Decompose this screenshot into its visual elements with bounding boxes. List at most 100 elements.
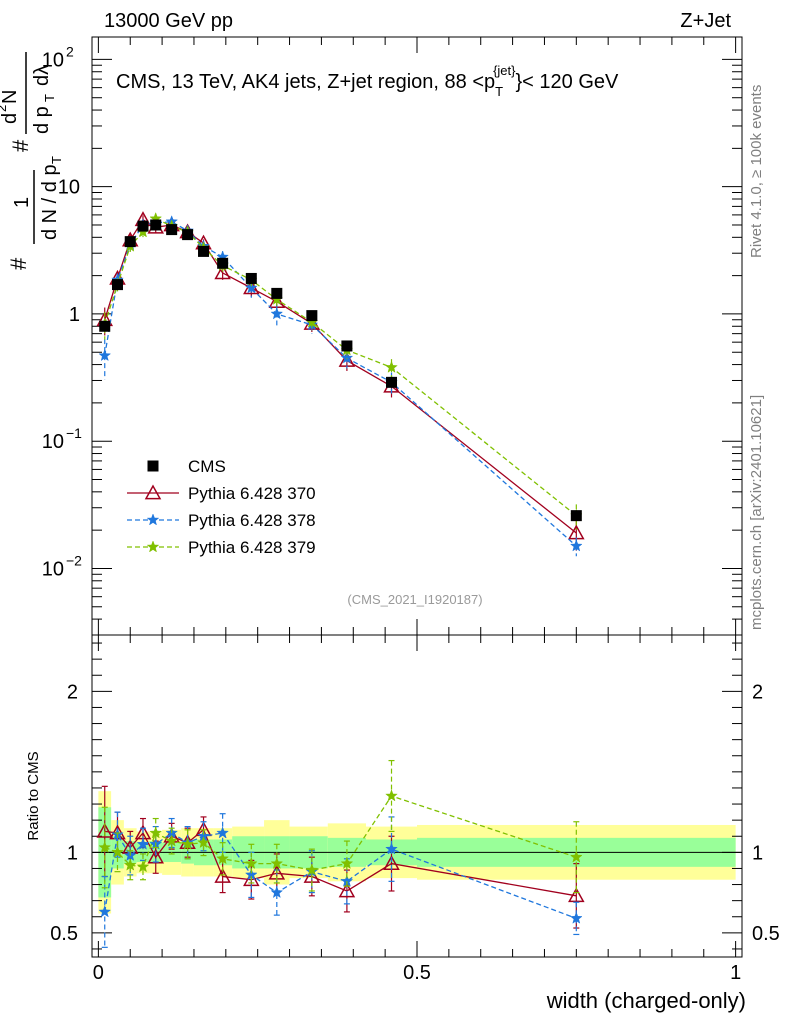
series-point-ratio — [214, 867, 231, 883]
y-tick-label-exp: 2 — [66, 43, 74, 59]
y-tick-label-ratio-right: 2 — [752, 681, 763, 703]
y-tick-label-ratio: 0.5 — [50, 923, 78, 945]
x-tick-label: 0.5 — [403, 962, 431, 984]
y-tick-label-main: 10 — [58, 177, 80, 199]
series-point-ratio — [338, 882, 356, 898]
y-tick-label-main: 1 — [69, 304, 80, 326]
header-right: Z+Jet — [680, 10, 731, 32]
series-point-ratio — [569, 911, 583, 924]
series-point-ratio — [569, 850, 583, 863]
series-point-main — [340, 351, 354, 364]
y-tick-label-main: 10 — [42, 49, 64, 71]
series-point-ratio — [305, 863, 319, 876]
series-line-main — [104, 217, 577, 517]
legend-label: Pythia 6.428 378 — [188, 511, 316, 530]
y-tick-label-ratio-right: 0.5 — [752, 923, 780, 945]
ylabel-num-n: N — [0, 90, 21, 104]
x-tick-label: 1 — [730, 962, 741, 984]
series-point-ratio — [385, 789, 398, 802]
series-point-ratio — [340, 856, 354, 870]
series-point-main — [244, 281, 258, 294]
legend-marker — [144, 484, 162, 500]
series-point-main — [98, 348, 112, 362]
cms-point-main — [306, 310, 318, 322]
y-tick-label-exp: −1 — [66, 425, 82, 441]
legend-marker — [146, 513, 160, 526]
watermark: (CMS_2021_I1920187) — [347, 592, 482, 607]
cms-point-main — [570, 510, 582, 522]
y-tick-label-ratio: 1 — [67, 842, 78, 864]
series-point-ratio — [111, 845, 124, 858]
cms-point-main — [245, 272, 257, 284]
series-point-ratio — [98, 840, 112, 853]
series-point-ratio — [385, 842, 398, 855]
chart-title: CMS, 13 TeV, AK4 jets, Z+jet region, 88 … — [116, 63, 619, 99]
series-point-ratio — [136, 860, 150, 873]
cms-point-main — [137, 220, 149, 232]
legend-marker — [146, 540, 160, 553]
series-line-main — [104, 221, 577, 547]
legend-label: Pythia 6.428 370 — [188, 484, 316, 503]
series-line-main — [104, 218, 577, 534]
cms-point-main — [166, 224, 178, 236]
legend: CMS Pythia 6.428 370 Pythia 6.428 378 Pythi… — [127, 457, 316, 557]
cms-point-main — [150, 219, 162, 231]
ylabel-num: d — [0, 113, 21, 124]
series-point-ratio — [123, 858, 137, 871]
series-point-ratio — [568, 887, 585, 903]
ylabel-denominator: d N / d p — [39, 164, 61, 240]
ylabel-num-sup: 2 — [0, 105, 9, 112]
series-point-main — [569, 539, 583, 552]
series-point-ratio — [270, 885, 284, 899]
ylabel-den2-lambda: dλ — [31, 65, 53, 86]
series-point-ratio — [136, 837, 150, 850]
series-point-ratio — [216, 852, 229, 865]
legend-marker — [147, 460, 159, 472]
series-point-ratio — [216, 826, 229, 839]
y-axis-label-ratio: Ratio to CMS — [25, 751, 42, 840]
cms-point-main — [111, 279, 123, 291]
ylabel-hash2: # — [8, 139, 33, 152]
legend-label: CMS — [188, 457, 226, 476]
series-point-main — [385, 360, 398, 373]
uncertainty-bands — [92, 791, 742, 914]
series-point-ratio — [197, 835, 210, 849]
series-point-ratio — [98, 905, 112, 918]
series-point-ratio — [270, 856, 284, 870]
ylabel-denominator-sub: T — [49, 156, 64, 164]
x-tick-label: 0 — [93, 962, 104, 984]
header-left: 13000 GeV pp — [104, 10, 233, 32]
series-group — [96, 211, 585, 948]
cms-point-main — [99, 320, 111, 332]
cms-point-main — [124, 236, 136, 248]
y-tick-label-ratio-right: 1 — [752, 842, 763, 864]
side-label-mcplots: mcplots.cern.ch [arXiv:2401.10621] — [748, 395, 765, 630]
y-axis-label-main: # 1 d N / d p T # d 2 N d p T dλ — [0, 52, 64, 270]
cms-point-main — [217, 257, 229, 269]
ylabel-den2: d p — [31, 106, 53, 134]
series-point-main — [270, 307, 284, 320]
cms-point-main — [341, 340, 353, 352]
ylabel-den2-sub: T — [42, 94, 57, 102]
cms-point-main — [198, 245, 210, 257]
series-point-ratio — [96, 822, 114, 838]
series-point-ratio — [181, 837, 194, 850]
legend-label: Pythia 6.428 379 — [188, 538, 316, 557]
series-point-ratio — [147, 848, 165, 864]
series-point-ratio — [244, 856, 258, 870]
y-tick-label-main: 10 — [42, 558, 64, 580]
x-axis-label: width (charged-only) — [546, 988, 746, 1013]
ratio-panel-frame — [91, 634, 743, 958]
y-tick-label-exp: −2 — [66, 552, 82, 568]
series-point-main — [214, 264, 231, 280]
cms-point-main — [182, 229, 194, 241]
ylabel-hash: # — [6, 257, 31, 270]
series-point-ratio — [149, 826, 163, 839]
cms-point-main — [271, 287, 283, 299]
y-tick-label-ratio: 2 — [67, 681, 78, 703]
y-tick-label-main: 10 — [42, 431, 64, 453]
cms-point-main — [386, 376, 398, 388]
side-label-rivet: Rivet 4.1.0, ≥ 100k events — [748, 85, 765, 258]
